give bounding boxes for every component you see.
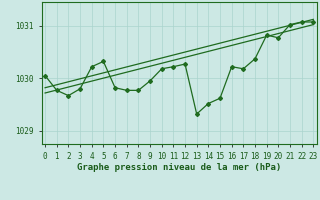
X-axis label: Graphe pression niveau de la mer (hPa): Graphe pression niveau de la mer (hPa) — [77, 163, 281, 172]
